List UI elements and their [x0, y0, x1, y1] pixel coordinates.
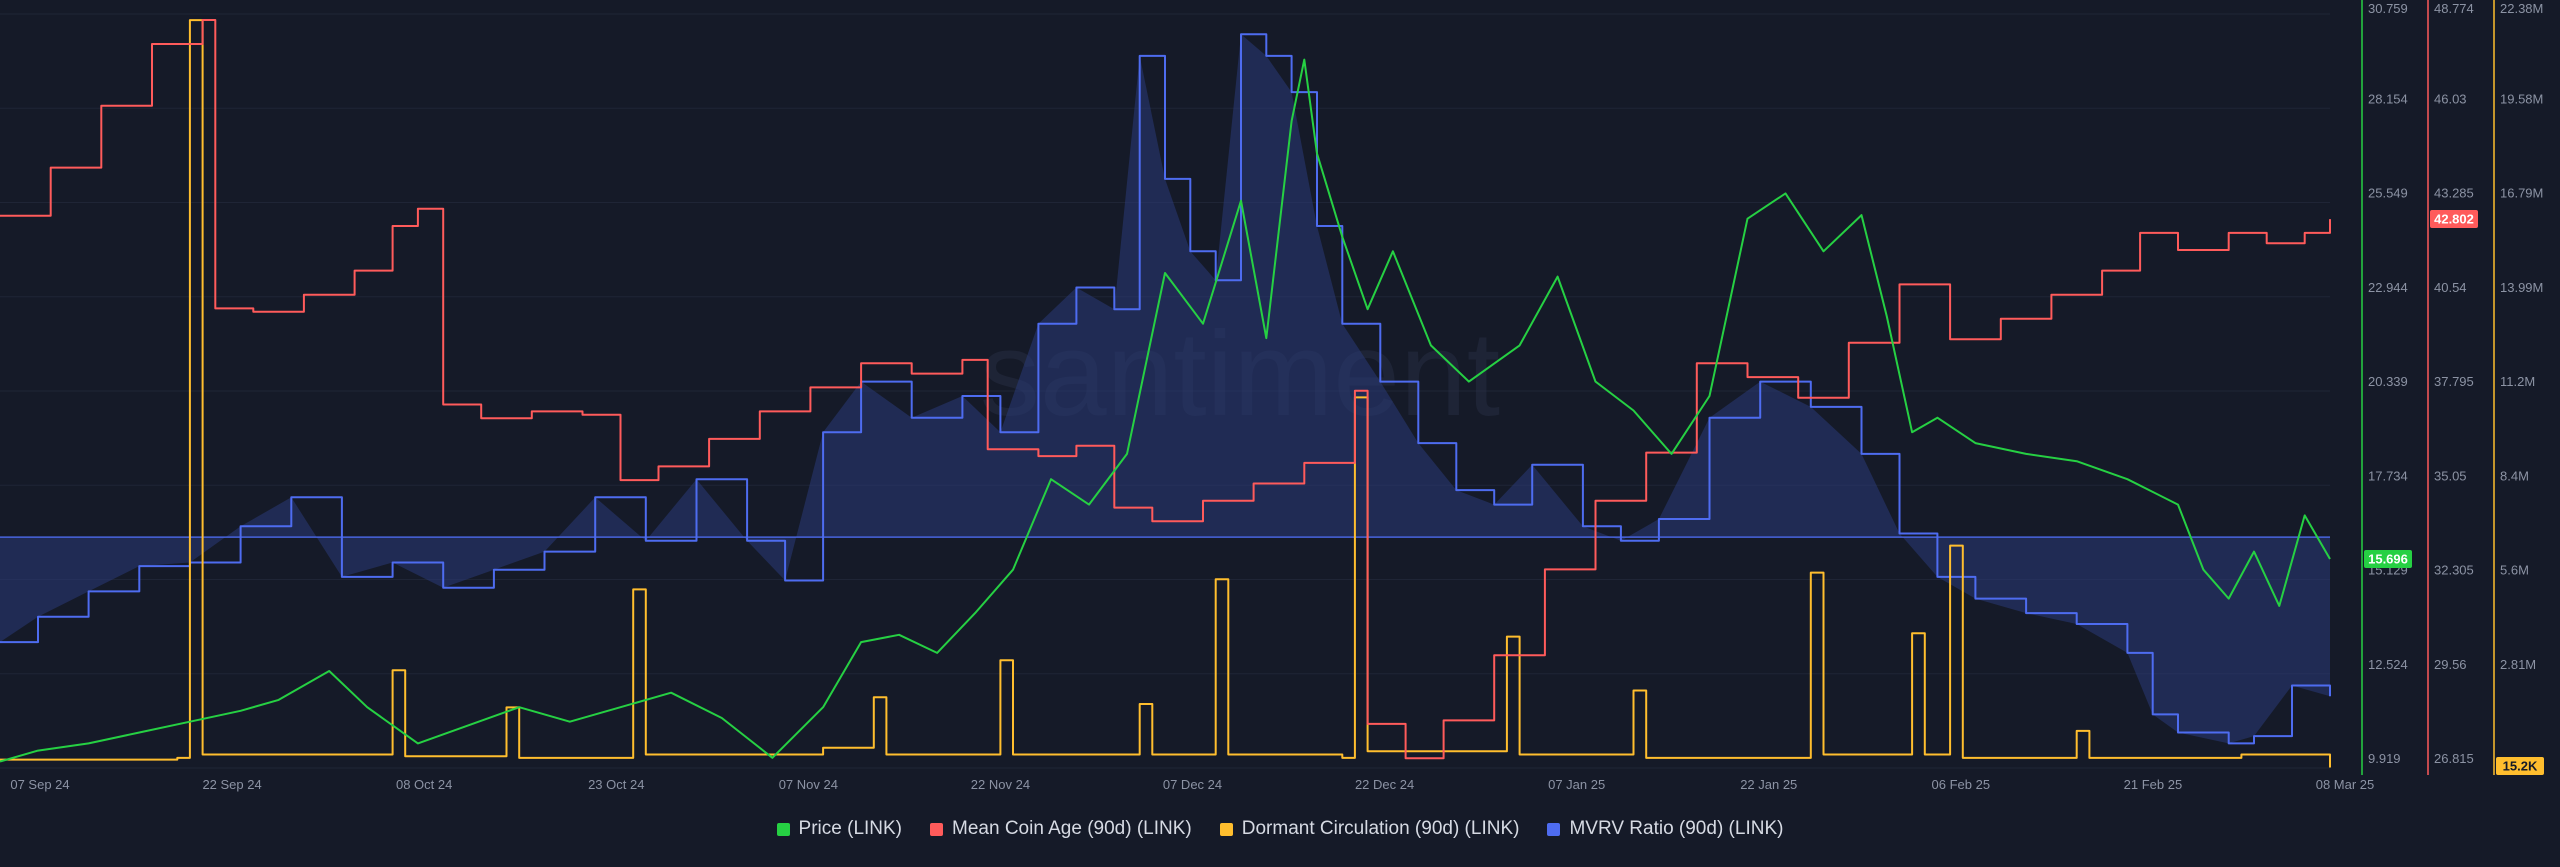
mvrv-ratio-area: [0, 34, 2330, 744]
legend-label-price: Price (LINK): [798, 818, 903, 839]
mean-coin-age-axis-tick: 26.815: [2434, 751, 2474, 766]
mean-coin-age-axis-tick: 40.54: [2434, 280, 2467, 295]
x-axis-tick-label: 07 Nov 24: [779, 777, 838, 792]
price-axis-tick: 9.919: [2368, 751, 2401, 766]
dormant-last-value: 15.2K: [2503, 759, 2538, 774]
price-axis-tick: 20.339: [2368, 374, 2408, 389]
mean-coin-age-axis-tick: 37.795: [2434, 374, 2474, 389]
x-axis-tick-label: 22 Dec 24: [1355, 777, 1414, 792]
mvrv-ratio-line: [0, 33, 2331, 745]
dormant-axis-tick: 8.4M: [2500, 468, 2529, 483]
price-axis-tick: 30.759: [2368, 1, 2408, 16]
x-axis-tick-label: 07 Sep 24: [10, 777, 69, 792]
mean-coin-age-axis-tick: 35.05: [2434, 468, 2467, 483]
mean-coin-age-last-tag: [2430, 210, 2478, 229]
mean-coin-age-line: [0, 19, 2331, 760]
legend: Price (LINK) Mean Coin Age (90d) (LINK) …: [0, 818, 2560, 840]
price-axis-tick: 25.549: [2368, 186, 2408, 201]
legend-item-mvrv-ratio[interactable]: MVRV Ratio (90d) (LINK): [1547, 818, 1783, 840]
legend-item-mean-coin-age[interactable]: Mean Coin Age (90d) (LINK): [930, 818, 1192, 840]
dormant-axis-tick: 11.2M: [2500, 374, 2535, 389]
axis-labels: 30.75928.15425.54922.94420.33917.73415.1…: [2368, 1, 2543, 766]
price-axis-tick: 28.154: [2368, 91, 2408, 106]
chart-canvas[interactable]: santiment 30.75928.15425.54922.94420.339…: [0, 0, 2560, 800]
x-axis-tick-label: 22 Jan 25: [1740, 777, 1797, 792]
mean-coin-age-axis-tick: 29.56: [2434, 657, 2467, 672]
x-axis-tick-label: 08 Mar 25: [2316, 777, 2375, 792]
legend-label-mean-coin-age: Mean Coin Age (90d) (LINK): [952, 818, 1192, 839]
price-line: [0, 58, 2331, 763]
series-layer: [0, 19, 2331, 768]
dormant-last-tag: [2496, 757, 2544, 775]
price-axis-tick: 22.944: [2368, 280, 2408, 295]
x-axis-tick-label: 07 Jan 25: [1548, 777, 1605, 792]
x-axis-tick-label: 07 Dec 24: [1163, 777, 1222, 792]
x-axis-tick-label: 21 Feb 25: [2124, 777, 2183, 792]
legend-swatch-price: [776, 822, 790, 836]
legend-label-mvrv-ratio: MVRV Ratio (90d) (LINK): [1569, 818, 1784, 839]
dormant-axis-tick: 16.79M: [2500, 186, 2543, 201]
last-value-tags: 15.696 42.802 15.2K: [2364, 210, 2544, 775]
price-axis-tick: 12.524: [2368, 657, 2408, 672]
x-axis-tick-label: 06 Feb 25: [1932, 777, 1991, 792]
x-axis-tick-label: 22 Nov 24: [971, 777, 1030, 792]
dormant-axis-tick: 19.58M: [2500, 91, 2543, 106]
x-axis-tick-label: 23 Oct 24: [588, 777, 644, 792]
price-last-value: 15.696: [2368, 551, 2408, 566]
mean-coin-age-axis-tick: 46.03: [2434, 91, 2467, 106]
mean-coin-age-axis-tick: 43.285: [2434, 186, 2474, 201]
dormant-circulation-line: [0, 19, 2331, 768]
mean-coin-age-axis-tick: 32.305: [2434, 563, 2474, 578]
x-axis-tick-label: 22 Sep 24: [202, 777, 261, 792]
legend-swatch-dormant-circulation: [1219, 822, 1233, 836]
price-last-tag: [2364, 549, 2412, 568]
legend-item-price[interactable]: Price (LINK): [776, 818, 903, 840]
dormant-axis-tick: 22.38M: [2500, 1, 2543, 16]
legend-swatch-mvrv-ratio: [1547, 822, 1561, 836]
legend-label-dormant-circulation: Dormant Circulation (90d) (LINK): [1241, 818, 1520, 839]
price-axis-tick: 17.734: [2368, 468, 2408, 483]
x-axis-tick-label: 08 Oct 24: [396, 777, 452, 792]
legend-item-dormant-circulation[interactable]: Dormant Circulation (90d) (LINK): [1219, 818, 1520, 840]
dormant-axis-tick: 13.99M: [2500, 280, 2543, 295]
dormant-axis-tick: 5.6M: [2500, 563, 2529, 578]
x-axis-ticks: 07 Sep 24 22 Sep 24 08 Oct 24 23 Oct 24 07 N…: [10, 777, 2374, 792]
dormant-axis-tick: 2.81M: [2500, 657, 2536, 672]
legend-swatch-mean-coin-age: [930, 822, 944, 836]
mean-coin-age-axis-tick: 48.774: [2434, 1, 2474, 16]
mean-coin-age-last-value: 42.802: [2434, 212, 2474, 227]
